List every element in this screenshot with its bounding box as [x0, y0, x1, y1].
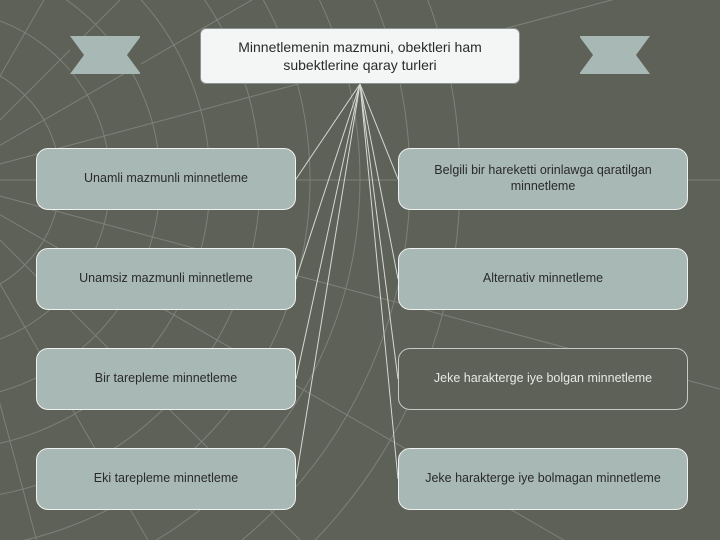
- ribbon-left-icon: [70, 36, 140, 74]
- diagram-node: Jeke harakterge iye bolgan minnetleme: [398, 348, 688, 410]
- diagram-node: Bir tarepleme minnetleme: [36, 348, 296, 410]
- diagram-node: Unamsiz mazmunli minnetleme: [36, 248, 296, 310]
- diagram-node: Unamli mazmunli minnetleme: [36, 148, 296, 210]
- diagram-node: Alternativ minnetleme: [398, 248, 688, 310]
- ribbon-right-icon: [580, 36, 650, 74]
- diagram-node: Jeke harakterge iye bolmagan minnetleme: [398, 448, 688, 510]
- title-banner: Minnetlemenin mazmuni, obektleri ham sub…: [110, 28, 610, 84]
- diagram-node: Belgili bir hareketti orinlawga qaratilg…: [398, 148, 688, 210]
- diagram-title: Minnetlemenin mazmuni, obektleri ham sub…: [200, 28, 520, 84]
- diagram-node: Eki tarepleme minnetleme: [36, 448, 296, 510]
